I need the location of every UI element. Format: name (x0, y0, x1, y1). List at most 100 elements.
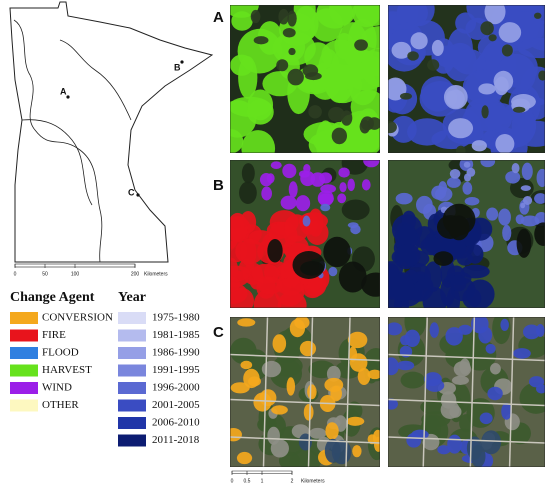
legend-swatch (10, 382, 38, 394)
patch (429, 322, 439, 338)
patch (339, 182, 347, 193)
legend-swatch (118, 347, 146, 359)
scale-label: 0 (231, 478, 234, 484)
patch (447, 434, 463, 454)
patch (302, 64, 319, 77)
legend-swatch (118, 312, 146, 324)
patch (247, 89, 274, 121)
patch (253, 392, 272, 412)
patch (453, 361, 472, 377)
patch (230, 212, 248, 243)
legend-label: FIRE (42, 329, 66, 341)
patch (318, 49, 340, 89)
patch (495, 133, 515, 153)
patch (354, 5, 380, 27)
image-scale-bar: 0 0.5 1 2 Kilometers (231, 470, 325, 484)
patch (391, 41, 412, 59)
patch (470, 317, 489, 334)
site-dot (66, 95, 70, 99)
patch (396, 360, 415, 371)
patch (500, 318, 509, 332)
road (508, 317, 515, 467)
patch (294, 317, 310, 329)
river (13, 19, 103, 263)
patch (302, 215, 311, 227)
patch (397, 223, 418, 252)
patch (352, 445, 362, 458)
scale-label: 100 (71, 271, 80, 277)
patch (463, 161, 471, 168)
patch (323, 236, 351, 268)
patch (424, 261, 443, 292)
patch (391, 272, 415, 302)
patch (459, 414, 474, 433)
patch (239, 181, 257, 205)
patch (303, 403, 314, 421)
patch (367, 434, 377, 445)
patch (348, 346, 358, 362)
patch (523, 324, 541, 340)
patch (338, 167, 350, 178)
patch (237, 318, 256, 327)
patch (388, 357, 399, 376)
patch (501, 403, 512, 420)
satellite-image (388, 5, 545, 153)
legend-label: OTHER (42, 399, 79, 411)
scale-label: 1 (261, 478, 264, 484)
patch (354, 39, 368, 51)
satellite-image (230, 317, 380, 467)
patch (388, 121, 397, 134)
patch (309, 427, 327, 439)
patch (425, 379, 445, 392)
site-dot (136, 193, 140, 197)
patch (361, 179, 371, 191)
patch (324, 438, 341, 463)
patch (501, 44, 513, 57)
patch (522, 196, 533, 205)
patch (446, 177, 461, 188)
road (469, 317, 476, 467)
patch (456, 252, 473, 266)
patch (287, 68, 304, 86)
patch (407, 51, 419, 61)
patch (278, 8, 289, 25)
patch (248, 376, 261, 387)
patch (520, 185, 531, 192)
road (230, 398, 380, 407)
patch (520, 215, 540, 227)
site-label: C (128, 187, 135, 197)
patch (521, 162, 533, 181)
patch (272, 334, 287, 353)
patch (456, 145, 466, 153)
patch (288, 47, 296, 56)
patch (308, 133, 333, 153)
legend-label: 2006-2010 (152, 417, 200, 429)
patch (451, 375, 469, 386)
patch (481, 105, 489, 119)
patch (261, 360, 282, 378)
patch (450, 274, 467, 292)
patch (534, 12, 542, 19)
patch (357, 367, 371, 385)
panel-label: A (213, 9, 224, 26)
scale-label: 0.5 (244, 478, 251, 484)
patch (388, 398, 398, 410)
patch (240, 360, 253, 370)
legend-label: 1996-2000 (152, 382, 200, 394)
patch (440, 391, 457, 409)
legend-swatch (10, 329, 38, 342)
patch (407, 118, 448, 146)
scale-label: 2 (291, 478, 294, 484)
patch (471, 140, 487, 152)
patch (536, 168, 545, 188)
scale-unit: Kilometers (301, 478, 325, 484)
satellite-image (388, 317, 545, 467)
patch (534, 222, 545, 246)
road (388, 398, 545, 407)
legend-swatch (10, 399, 38, 412)
legend: Change Agent Year CONVERSION FIRE FLOOD HAR… (10, 290, 200, 447)
patch (511, 108, 537, 143)
patch (498, 22, 522, 43)
legend-label: 2011-2018 (152, 434, 200, 446)
patch (270, 439, 289, 458)
